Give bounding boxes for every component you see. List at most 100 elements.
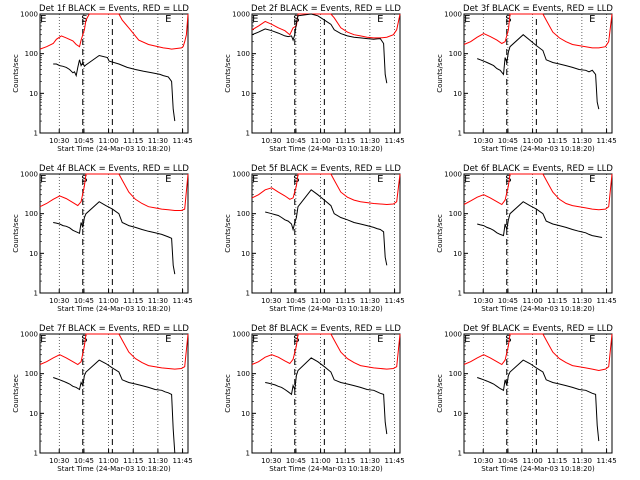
x-tick-label: 11:00 <box>522 457 542 465</box>
annotation-label: E <box>464 14 470 25</box>
y-tick-label: 100 <box>25 210 38 218</box>
y-tick-label: 10 <box>241 90 250 98</box>
annotation-label: S <box>505 334 511 345</box>
chart-panel: Det 3f BLACK = Events, RED = LLD 1 10 100 10… <box>436 4 617 153</box>
y-tick-label: 1000 <box>444 11 462 19</box>
annotation-label: E <box>252 174 258 185</box>
x-tick-label: 11:15 <box>123 297 143 305</box>
y-axis-label: Counts/sec <box>12 374 20 413</box>
y-axis-label: Counts/sec <box>436 214 444 253</box>
y-tick-label: 1000 <box>232 171 250 179</box>
y-tick-label: 10 <box>29 90 38 98</box>
y-tick-label: 10 <box>453 250 462 258</box>
x-axis-label: Start Time (24-Mar-03 10:18:20) <box>481 305 595 313</box>
chart-title: Det 9f BLACK = Events, RED = LLD <box>463 324 613 334</box>
x-tick-label: 11:00 <box>310 457 330 465</box>
x-tick-label: 10:45 <box>498 137 518 145</box>
annotation-label: E <box>165 14 171 25</box>
x-tick-label: 10:45 <box>286 297 306 305</box>
x-tick-label: 11:45 <box>596 457 616 465</box>
annotation-label: E <box>589 334 595 345</box>
annotation-label: E <box>589 174 595 185</box>
x-tick-label: 11:15 <box>123 457 143 465</box>
x-tick-label: 10:45 <box>74 297 94 305</box>
y-tick-label: 1 <box>34 290 38 298</box>
annotation-label: E <box>165 174 171 185</box>
x-tick-label: 11:30 <box>360 297 380 305</box>
x-tick-label: 11:15 <box>547 137 567 145</box>
y-tick-label: 100 <box>237 50 250 58</box>
x-tick-label: 10:45 <box>498 297 518 305</box>
y-tick-label: 1 <box>458 450 462 458</box>
y-tick-label: 100 <box>25 50 38 58</box>
x-tick-label: 10:30 <box>261 137 281 145</box>
plot-frame <box>463 333 613 454</box>
y-tick-label: 100 <box>449 50 462 58</box>
annotation-label: E <box>377 174 383 185</box>
annotation-label: E <box>40 334 46 345</box>
y-tick-label: 1000 <box>444 171 462 179</box>
annotation-label: E <box>589 14 595 25</box>
y-tick-label: 1 <box>246 290 250 298</box>
x-axis-label: Start Time (24-Mar-03 10:18:20) <box>481 145 595 153</box>
series-line <box>477 201 603 238</box>
x-axis-label: Start Time (24-Mar-03 10:18:20) <box>57 305 171 313</box>
x-tick-label: 10:45 <box>286 457 306 465</box>
chart-panel: Det 2f BLACK = Events, RED = LLD 1 10 100 10… <box>224 4 405 153</box>
series-line <box>39 13 189 50</box>
series-line <box>251 333 401 370</box>
y-tick-label: 100 <box>449 370 462 378</box>
y-tick-label: 1000 <box>232 11 250 19</box>
chart-title: Det 3f BLACK = Events, RED = LLD <box>463 4 613 14</box>
y-tick-label: 1000 <box>232 331 250 339</box>
x-tick-label: 11:30 <box>572 137 592 145</box>
chart-title: Det 6f BLACK = Events, RED = LLD <box>463 164 613 174</box>
y-tick-label: 1 <box>246 450 250 458</box>
annotation-label: S <box>293 334 299 345</box>
y-tick-label: 1 <box>246 130 250 138</box>
x-tick-label: 10:45 <box>74 457 94 465</box>
y-tick-label: 1 <box>34 130 38 138</box>
chart-panel: Det 4f BLACK = Events, RED = LLD 1 10 100 10… <box>12 164 193 313</box>
y-tick-label: 100 <box>237 370 250 378</box>
annotation-label: E <box>464 174 470 185</box>
x-tick-label: 11:45 <box>172 297 192 305</box>
y-tick-label: 10 <box>29 250 38 258</box>
y-axis-label: Counts/sec <box>224 54 232 93</box>
series-line <box>251 13 401 39</box>
x-axis-label: Start Time (24-Mar-03 10:18:20) <box>57 145 171 153</box>
y-axis-label: Counts/sec <box>436 374 444 413</box>
x-tick-label: 10:30 <box>261 457 281 465</box>
x-tick-label: 11:15 <box>335 137 355 145</box>
plot-frame <box>39 173 189 294</box>
x-tick-label: 11:00 <box>310 297 330 305</box>
x-tick-label: 11:30 <box>360 137 380 145</box>
y-tick-label: 1 <box>34 450 38 458</box>
annotation-label: E <box>377 14 383 25</box>
plot-frame <box>251 333 401 454</box>
x-tick-label: 11:45 <box>384 457 404 465</box>
x-tick-label: 10:30 <box>261 297 281 305</box>
series-line <box>463 173 613 211</box>
x-tick-label: 11:30 <box>148 457 168 465</box>
y-tick-label: 10 <box>241 410 250 418</box>
y-tick-label: 10 <box>241 250 250 258</box>
y-tick-label: 10 <box>453 410 462 418</box>
chart-title: Det 8f BLACK = Events, RED = LLD <box>251 324 401 334</box>
annotation-label: E <box>40 14 46 25</box>
x-tick-label: 11:45 <box>596 137 616 145</box>
chart-title: Det 5f BLACK = Events, RED = LLD <box>251 164 401 174</box>
annotation-label: S <box>505 14 511 25</box>
plot-frame <box>251 173 401 294</box>
x-tick-label: 10:30 <box>473 137 493 145</box>
chart-title: Det 7f BLACK = Events, RED = LLD <box>39 324 189 334</box>
y-tick-label: 1 <box>458 290 462 298</box>
x-tick-label: 10:30 <box>473 457 493 465</box>
x-tick-label: 11:00 <box>522 137 542 145</box>
x-tick-label: 11:15 <box>335 297 355 305</box>
x-tick-label: 10:30 <box>49 297 69 305</box>
x-tick-label: 10:30 <box>49 457 69 465</box>
y-tick-label: 100 <box>237 210 250 218</box>
y-tick-label: 1000 <box>20 331 38 339</box>
y-tick-label: 1000 <box>20 171 38 179</box>
